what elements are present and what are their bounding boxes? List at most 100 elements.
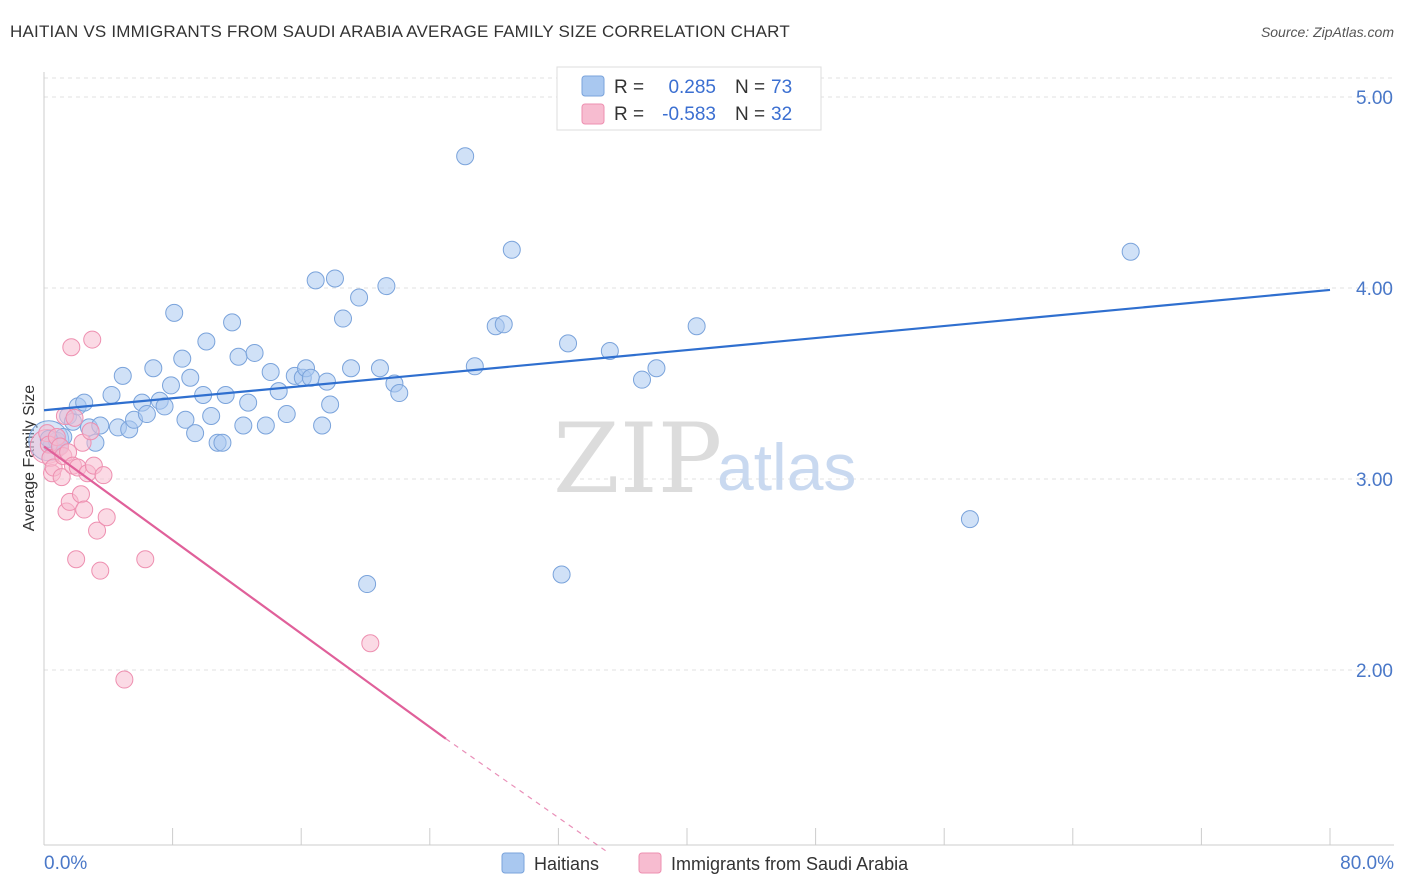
data-point-haitians <box>358 575 377 594</box>
watermark-zip: ZIP <box>553 403 722 515</box>
data-point-saudi <box>81 422 100 441</box>
bottom-legend-haitians: Haitians <box>534 854 599 874</box>
data-point-haitians <box>600 342 619 361</box>
y-axis-label: Average Family Size <box>21 385 38 532</box>
data-point-haitians <box>317 372 336 391</box>
data-point-haitians <box>245 343 264 362</box>
data-point-haitians <box>390 384 409 403</box>
data-points <box>28 147 1140 689</box>
y-tick-label: 5.00 <box>1356 88 1393 109</box>
data-point-haitians <box>161 376 180 395</box>
y-axis-tick-labels: 2.00 3.00 4.00 5.00 <box>1356 88 1393 682</box>
data-point-saudi <box>67 550 86 569</box>
data-point-saudi <box>52 468 71 487</box>
data-point-haitians <box>113 366 132 385</box>
data-point-haitians <box>213 433 232 452</box>
data-point-saudi <box>361 634 380 653</box>
data-point-haitians <box>165 303 184 322</box>
data-point-haitians <box>234 416 253 435</box>
data-point-saudi <box>75 500 94 519</box>
series-legend: Haitians Immigrants from Saudi Arabia <box>501 852 909 874</box>
trend-line-saudi-extension <box>445 738 607 852</box>
data-point-haitians <box>202 406 221 425</box>
legend-swatch-haitians <box>581 75 605 97</box>
data-point-haitians <box>173 349 192 368</box>
data-point-haitians <box>687 317 706 336</box>
data-point-haitians <box>176 410 195 429</box>
data-point-saudi <box>115 670 134 689</box>
x-tick-label-max: 80.0% <box>1340 853 1394 874</box>
data-point-haitians <box>342 359 361 378</box>
data-point-haitians <box>321 395 340 414</box>
chart-title: HAITIAN VS IMMIGRANTS FROM SAUDI ARABIA … <box>10 22 790 41</box>
data-point-haitians <box>494 315 513 334</box>
bottom-legend-saudi: Immigrants from Saudi Arabia <box>671 854 909 874</box>
data-point-haitians <box>333 309 352 328</box>
data-point-haitians <box>552 565 571 584</box>
data-point-haitians <box>465 357 484 376</box>
data-point-haitians <box>313 416 332 435</box>
data-point-haitians <box>75 393 94 412</box>
legend-swatch-saudi <box>581 103 605 125</box>
trend-line-haitians <box>43 288 1331 412</box>
data-point-haitians <box>502 240 521 259</box>
legend-r-value-1: 0.285 <box>668 77 716 98</box>
watermark: ZIP atlas <box>553 403 856 515</box>
data-point-haitians <box>960 510 979 529</box>
data-point-haitians <box>239 393 258 412</box>
data-point-haitians <box>181 368 200 387</box>
data-point-saudi <box>71 485 90 504</box>
y-tick-label: 4.00 <box>1356 279 1393 300</box>
data-point-saudi <box>62 338 81 357</box>
data-point-saudi <box>91 561 110 580</box>
legend-n-value-2: 32 <box>771 104 792 125</box>
grid-lines <box>44 77 1394 671</box>
data-point-haitians <box>1121 242 1140 261</box>
y-tick-label: 2.00 <box>1356 661 1393 682</box>
data-point-haitians <box>102 385 121 404</box>
data-point-haitians <box>632 370 651 389</box>
legend-n-label-2: N = <box>735 104 765 125</box>
legend-r-label-1: R = <box>614 77 644 98</box>
legend-r-value-2: -0.583 <box>662 104 716 125</box>
data-point-haitians <box>456 147 475 166</box>
data-point-haitians <box>186 424 205 443</box>
legend-r-label-2: R = <box>614 104 644 125</box>
bottom-legend-swatch-saudi <box>638 852 662 874</box>
data-point-haitians <box>559 334 578 353</box>
data-point-saudi <box>65 408 84 427</box>
data-point-haitians <box>306 271 325 290</box>
watermark-atlas: atlas <box>717 430 856 504</box>
data-point-haitians <box>377 277 396 296</box>
legend-n-value-1: 73 <box>771 77 792 98</box>
x-axis-ticks <box>172 828 1331 845</box>
data-point-saudi <box>97 508 116 527</box>
data-point-haitians <box>137 405 156 424</box>
data-point-haitians <box>350 288 369 307</box>
data-point-haitians <box>216 385 235 404</box>
trend-lines <box>43 288 1331 852</box>
data-point-saudi <box>88 521 107 540</box>
data-point-haitians <box>229 347 248 366</box>
data-point-haitians <box>647 359 666 378</box>
data-point-haitians <box>269 382 288 401</box>
data-point-haitians <box>325 269 344 288</box>
data-point-haitians <box>370 359 389 378</box>
data-point-saudi <box>94 466 113 485</box>
x-tick-label-min: 0.0% <box>44 853 87 874</box>
data-point-haitians <box>197 332 216 351</box>
data-point-haitians <box>277 405 296 424</box>
data-point-saudi <box>83 330 102 349</box>
trend-line-saudi <box>43 445 447 740</box>
y-tick-label: 3.00 <box>1356 470 1393 491</box>
source-label: Source: ZipAtlas.com <box>1260 24 1394 40</box>
data-point-haitians <box>144 359 163 378</box>
data-point-haitians <box>223 313 242 332</box>
bottom-legend-swatch-haitians <box>501 852 525 874</box>
data-point-saudi <box>136 550 155 569</box>
data-point-haitians <box>261 363 280 382</box>
correlation-legend: R = 0.285 N = 73 R = -0.583 N = 32 <box>556 66 822 131</box>
data-point-haitians <box>256 416 275 435</box>
legend-n-label-1: N = <box>735 77 765 98</box>
